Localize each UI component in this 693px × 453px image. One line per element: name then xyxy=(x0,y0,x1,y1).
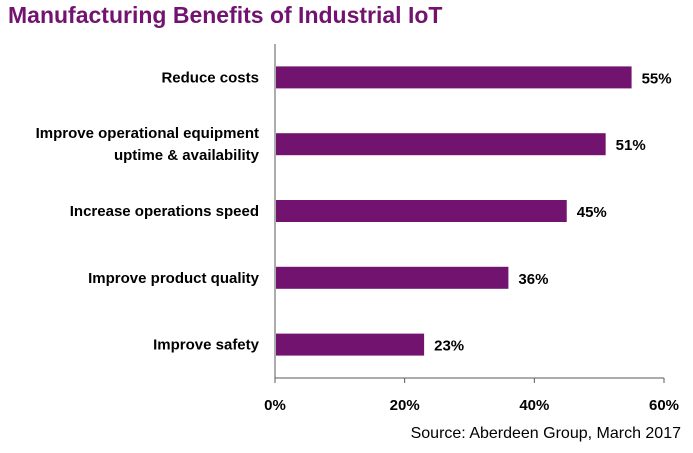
data-label: 36% xyxy=(518,271,548,288)
bar xyxy=(276,200,567,222)
source-note: Source: Aberdeen Group, March 2017 xyxy=(410,425,681,442)
category-label: Improve product quality xyxy=(88,270,260,287)
category-label: Increase operations speed xyxy=(70,203,259,220)
x-tick-label: 0% xyxy=(264,397,286,414)
data-label: 55% xyxy=(642,70,672,87)
data-label: 45% xyxy=(577,204,607,221)
category-label: Reduce costs xyxy=(161,69,259,86)
x-tick-label: 20% xyxy=(390,397,420,414)
bar xyxy=(276,266,509,289)
x-tick-label: 40% xyxy=(519,397,549,414)
x-tick-label: 60% xyxy=(649,397,679,414)
data-label: 51% xyxy=(616,137,646,154)
data-label: 23% xyxy=(434,338,464,355)
bar xyxy=(276,66,632,89)
bar xyxy=(276,133,606,156)
category-label: Improve operational equipment xyxy=(36,125,259,142)
category-label: uptime & availability xyxy=(114,147,260,164)
chart-title: Manufacturing Benefits of Industrial IoT xyxy=(8,2,443,28)
bar xyxy=(276,333,425,356)
category-label: Improve safety xyxy=(153,337,260,354)
